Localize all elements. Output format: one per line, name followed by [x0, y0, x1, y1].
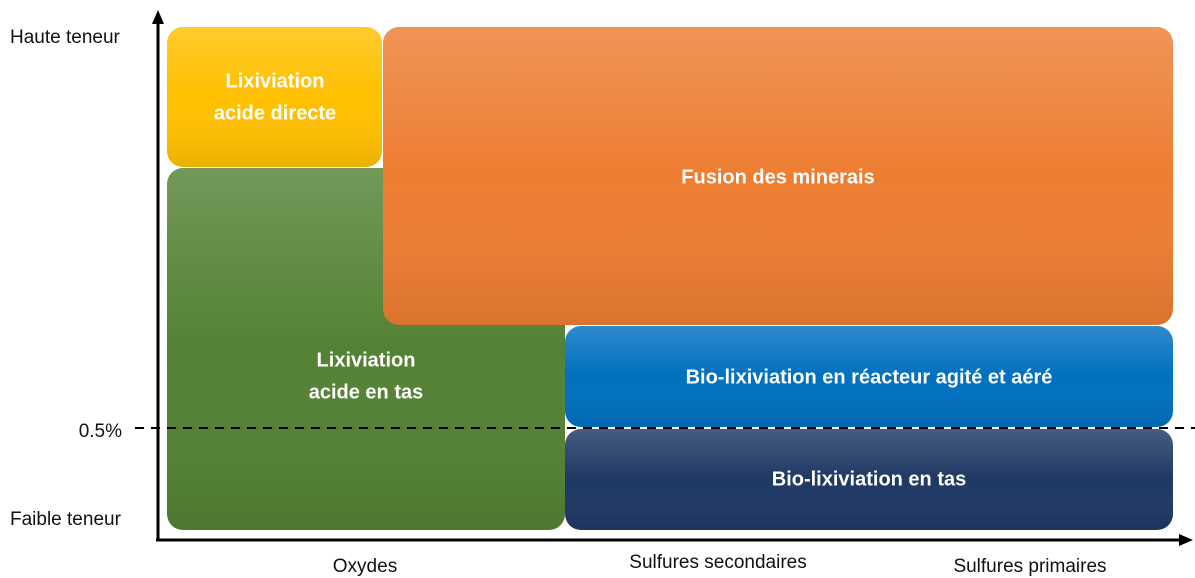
box-label: Lixiviation [317, 349, 416, 371]
y-label: 0.5% [79, 421, 122, 442]
y-label: Faible teneur [10, 509, 122, 530]
box-label: Bio-lixiviation en tas [772, 468, 966, 490]
box-label: Lixiviation [226, 70, 325, 92]
x-arrow [1179, 534, 1193, 546]
gloss [565, 429, 1173, 530]
gloss [167, 27, 382, 167]
box-label: acide en tas [309, 381, 424, 403]
gloss [383, 27, 1173, 325]
gloss [565, 326, 1173, 427]
x-label: Sulfures secondaires [629, 552, 806, 573]
x-label: Sulfures primaires [953, 556, 1106, 577]
box-label: acide directe [214, 102, 336, 124]
box-label: Fusion des minerais [681, 166, 874, 188]
box-label: Bio-lixiviation en réacteur agité et aér… [686, 366, 1053, 388]
y-label: Haute teneur [10, 27, 121, 48]
x-label: Oxydes [333, 556, 397, 577]
y-arrow [152, 10, 164, 24]
